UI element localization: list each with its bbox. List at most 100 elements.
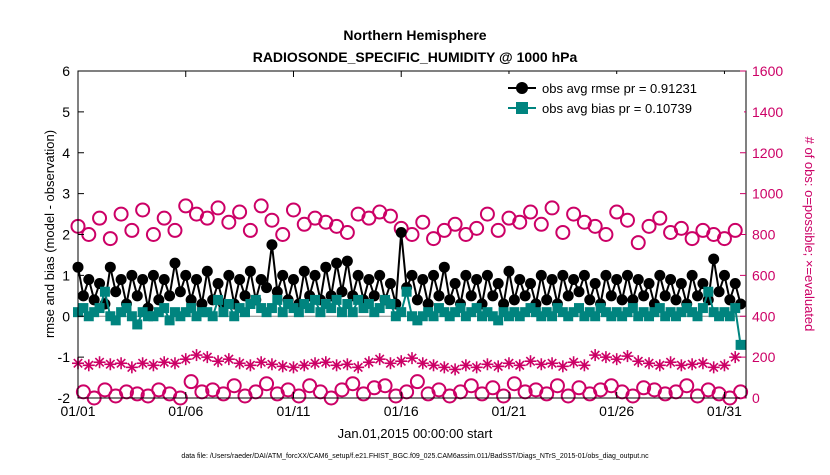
rmse-point: [180, 269, 192, 281]
rmse-point: [546, 273, 558, 285]
rmse-point: [88, 294, 100, 306]
rmse-point: [336, 286, 348, 298]
bias-point: [730, 303, 741, 314]
bias-point: [595, 303, 606, 314]
obs-possible-point: [490, 222, 506, 238]
bias-point: [514, 311, 525, 322]
obs-evaluated-point: [115, 357, 128, 370]
bias-point: [266, 303, 277, 314]
legend-box: [502, 74, 744, 122]
obs-evaluated-point: [556, 360, 569, 373]
obs-possible-point-low: [733, 384, 749, 400]
bias-point: [245, 298, 256, 309]
bias-point: [153, 307, 164, 318]
obs-possible-point: [232, 204, 248, 220]
rmse-point: [465, 290, 477, 302]
x-tick-label: 01/26: [599, 403, 634, 419]
obs-evaluated-point: [481, 358, 494, 371]
bias-point: [78, 303, 89, 314]
rmse-point: [115, 273, 127, 285]
rmse-point: [411, 294, 423, 306]
obs-evaluated-point: [535, 358, 548, 371]
rmse-point: [174, 286, 186, 298]
rmse-point: [255, 273, 267, 285]
obs-possible-point: [113, 206, 129, 222]
bias-point: [541, 307, 552, 318]
obs-evaluated-point: [265, 358, 278, 371]
obs-evaluated-point: [599, 351, 612, 364]
rmse-point: [584, 294, 596, 306]
rmse-point: [616, 294, 628, 306]
bias-point: [665, 307, 676, 318]
rmse-point: [503, 265, 515, 277]
obs-possible-point-low: [657, 386, 673, 402]
obs-evaluated-point: [222, 353, 235, 366]
obs-possible-point-low: [485, 380, 501, 396]
obs-evaluated-point: [287, 361, 300, 374]
obs-possible-point: [275, 227, 291, 242]
rmse-point: [519, 290, 531, 302]
obs-evaluated-point: [201, 351, 214, 364]
bias-point: [676, 307, 687, 318]
rmse-point: [589, 278, 601, 290]
obs-evaluated-point: [718, 359, 731, 372]
bias-point: [649, 307, 660, 318]
obs-evaluated-point: [384, 357, 397, 370]
obs-evaluated-point: [362, 356, 375, 369]
rmse-point: [675, 278, 687, 290]
obs-evaluated-point: [319, 356, 332, 369]
rmse-point: [632, 273, 644, 285]
bias-point: [110, 315, 121, 326]
bias-point: [439, 307, 450, 318]
obs-evaluated-point: [406, 352, 418, 365]
bias-point: [196, 307, 207, 318]
obs-evaluated-point: [427, 359, 440, 372]
rmse-point: [514, 273, 526, 285]
y-right-tick-label: 600: [752, 267, 776, 283]
obs-evaluated-point: [470, 361, 483, 374]
bias-point: [617, 311, 628, 322]
chart-title: Northern Hemisphere: [343, 27, 486, 43]
obs-evaluated-point: [158, 356, 171, 369]
obs-possible-point-low: [259, 376, 275, 392]
rmse-point: [77, 290, 89, 302]
bias-point: [466, 307, 477, 318]
bias-point: [697, 303, 708, 314]
obs-possible-point: [587, 218, 603, 234]
bias-point: [477, 311, 488, 322]
rmse-point: [481, 269, 493, 281]
rmse-point: [352, 269, 364, 281]
obs-possible-point-low: [679, 378, 695, 394]
rmse-point: [164, 290, 176, 302]
obs-evaluated-point: [707, 361, 720, 374]
bias-point: [493, 315, 504, 326]
rmse-point: [191, 273, 203, 285]
obs-evaluated-point: [212, 355, 225, 368]
rmse-point: [153, 294, 165, 306]
rmse-point: [708, 253, 720, 265]
bias-point: [202, 307, 213, 318]
rmse-point: [368, 290, 380, 302]
obs-evaluated-point: [610, 353, 623, 366]
rmse-point: [697, 278, 709, 290]
bias-point: [218, 307, 229, 318]
obs-possible-point: [221, 214, 237, 230]
bias-point: [223, 298, 234, 309]
bias-point: [520, 307, 531, 318]
bias-point: [396, 307, 407, 318]
obs-possible-point-low: [183, 374, 199, 390]
x-tick-label: 01/11: [276, 403, 310, 419]
obs-evaluated-point: [449, 363, 462, 376]
obs-possible-point-low: [345, 376, 361, 392]
rmse-point: [395, 226, 407, 238]
y-tick-label: 0: [62, 308, 70, 324]
obs-possible-point: [102, 231, 118, 247]
x-tick-label: 01/01: [60, 403, 95, 419]
obs-possible-point-low: [129, 386, 145, 402]
obs-evaluated-point: [686, 358, 699, 371]
bias-point: [315, 307, 326, 318]
y-tick-label: 4: [62, 145, 70, 161]
obs-possible-point-low: [506, 376, 522, 392]
obs-possible-point: [124, 222, 140, 238]
bias-point: [83, 311, 94, 322]
